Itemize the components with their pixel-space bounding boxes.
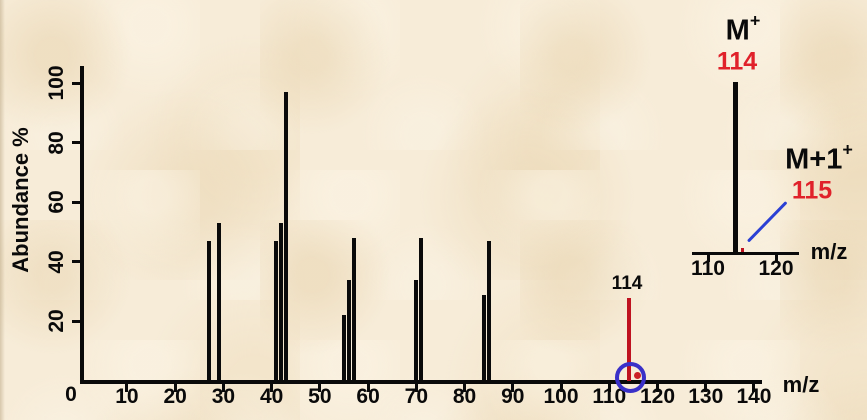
spectrum-bar-mz-41 bbox=[274, 240, 279, 381]
highlight-circle bbox=[615, 362, 646, 393]
x-tick bbox=[704, 384, 708, 392]
x-tick bbox=[414, 384, 418, 392]
spectrum-bar-mz-85 bbox=[486, 240, 491, 381]
molecular-ion-bar bbox=[626, 297, 631, 381]
spectrum-bar-mz-84 bbox=[481, 294, 486, 381]
x-tick bbox=[511, 384, 515, 392]
m-plus-one-text: M+1 bbox=[785, 143, 843, 176]
y-tick bbox=[72, 81, 80, 85]
x-axis-title-mz: m/z bbox=[782, 372, 820, 397]
x-tick bbox=[173, 384, 177, 392]
x-tick bbox=[125, 384, 129, 392]
m-plus-one-charge: + bbox=[842, 139, 853, 160]
y-tick bbox=[72, 319, 80, 323]
inset-x-tick-label: 110 bbox=[691, 257, 725, 280]
x-tick-label: 10 bbox=[115, 385, 139, 408]
x-axis-line bbox=[80, 380, 762, 384]
x-tick bbox=[318, 384, 322, 392]
x-tick bbox=[366, 384, 370, 392]
x-tick-label: 120 bbox=[639, 385, 676, 408]
spectrum-bar-mz-71 bbox=[419, 237, 424, 381]
inset-x-axis-line bbox=[692, 252, 799, 255]
y-tick bbox=[72, 200, 80, 204]
molecular-ion-peak-label: 114 bbox=[611, 273, 643, 294]
inset-x-tick bbox=[706, 255, 710, 262]
x-tick-label: 60 bbox=[356, 385, 380, 408]
x-tick-label: 40 bbox=[259, 385, 284, 408]
inset-x-tick-label: 120 bbox=[758, 257, 794, 280]
x-tick-label: 70 bbox=[404, 385, 429, 408]
spectrum-bar-mz-57 bbox=[351, 237, 356, 381]
m-plus-label: M+ bbox=[725, 10, 761, 48]
x-tick bbox=[656, 384, 659, 392]
m-plus-text: M bbox=[725, 14, 750, 47]
x-tick bbox=[221, 384, 225, 392]
x-tick-label: 80 bbox=[452, 385, 477, 408]
inset-m-plus-one-bar bbox=[740, 248, 744, 255]
origin-label: 0 bbox=[65, 383, 77, 406]
inset-molecular-ion-bar bbox=[732, 82, 738, 255]
spectrum-bar-mz-56 bbox=[346, 279, 351, 381]
m-plus-one-label: M+1+ bbox=[785, 139, 853, 177]
x-tick-label: 130 bbox=[688, 385, 724, 408]
x-tick-label: 20 bbox=[163, 385, 187, 408]
x-tick bbox=[752, 384, 756, 392]
m-plus-mz-label: 114 bbox=[716, 47, 758, 76]
x-tick-label: 110 bbox=[592, 385, 627, 408]
m-plus-charge: + bbox=[749, 10, 761, 31]
y-tick bbox=[72, 141, 80, 145]
spectrum-bar-mz-70 bbox=[414, 279, 419, 381]
spectrum-bar-mz-27 bbox=[206, 240, 211, 381]
inset-x-axis-title-mz: m/z bbox=[810, 239, 848, 264]
y-tick bbox=[72, 260, 80, 264]
x-tick-label: 30 bbox=[211, 385, 236, 408]
spectrum-bar-mz-55 bbox=[341, 315, 346, 381]
x-tick bbox=[463, 384, 467, 392]
x-tick bbox=[607, 384, 611, 392]
y-axis-line bbox=[80, 66, 84, 384]
x-tick bbox=[270, 384, 274, 392]
m-plus-one-mz-label: 115 bbox=[791, 176, 833, 205]
inset-x-tick bbox=[774, 255, 778, 262]
x-tick-label: 90 bbox=[501, 385, 525, 408]
x-tick-label: 140 bbox=[736, 385, 772, 408]
spectrum-bar-mz-29 bbox=[216, 223, 221, 381]
x-tick-label: 50 bbox=[308, 385, 332, 408]
spectrum-bar-mz-42 bbox=[279, 223, 284, 381]
spectrum-bar-mz-43 bbox=[284, 91, 289, 381]
x-tick-label: 100 bbox=[543, 385, 579, 408]
x-tick bbox=[559, 384, 563, 392]
